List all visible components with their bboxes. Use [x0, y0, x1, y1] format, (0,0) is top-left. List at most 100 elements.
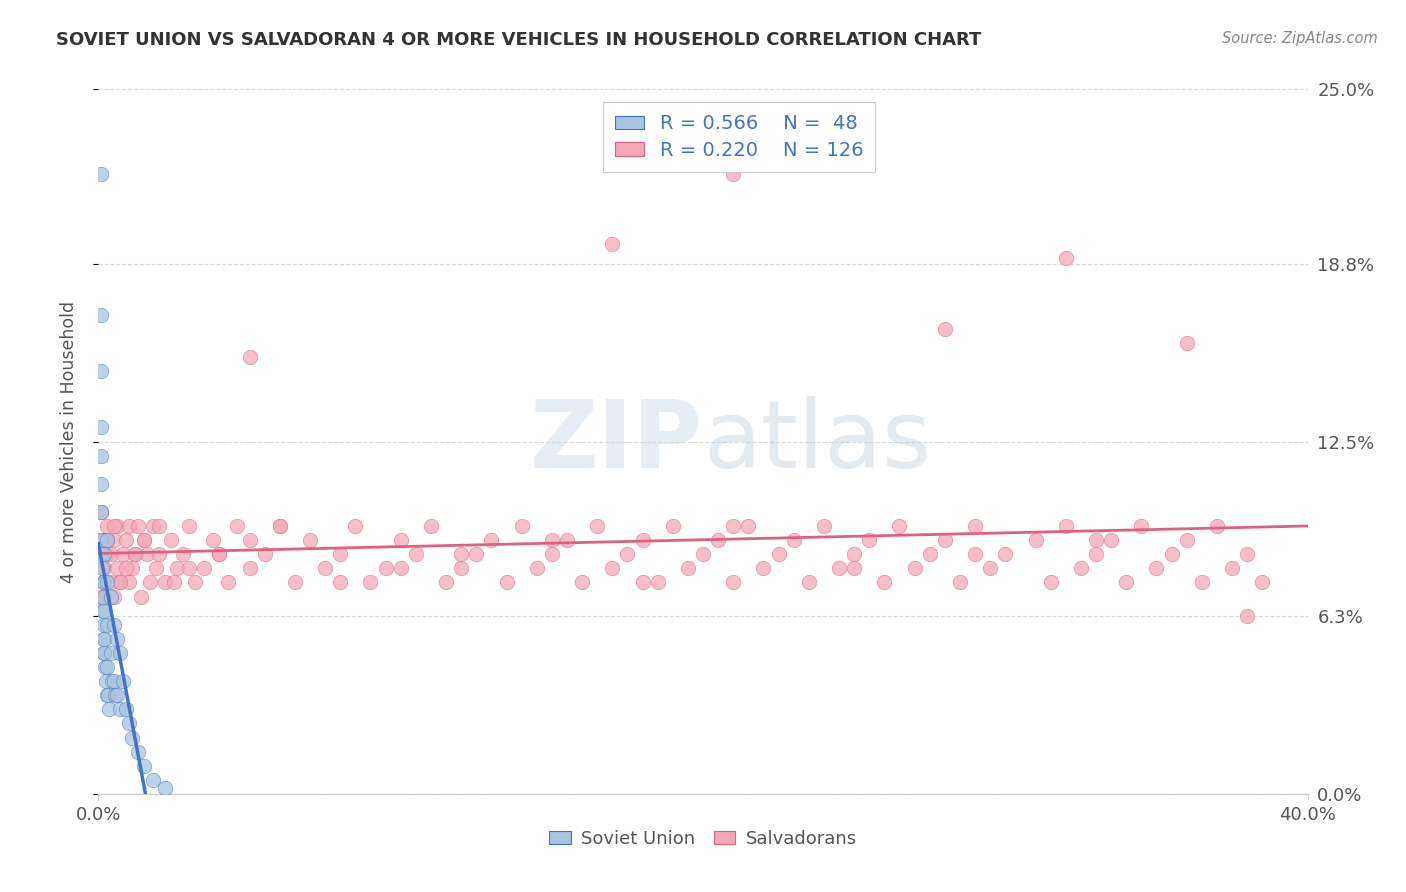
Point [90, 308, 112, 322]
Point [1175, 533, 1198, 548]
Point [344, 519, 367, 533]
Point [118, 519, 141, 533]
Point [844, 547, 866, 561]
Point [142, 519, 165, 533]
Point [93, 632, 115, 646]
Point [389, 561, 412, 575]
Point [737, 519, 759, 533]
Point [103, 674, 125, 689]
Point [96, 660, 118, 674]
Point [1085, 547, 1108, 561]
Point [965, 547, 987, 561]
Point [96, 575, 118, 590]
Point [1099, 533, 1122, 548]
Point [91, 575, 114, 590]
Point [118, 575, 141, 590]
Point [723, 167, 745, 181]
Point [616, 547, 638, 561]
Point [586, 519, 609, 533]
Point [105, 632, 128, 646]
Point [108, 575, 131, 590]
Point [90, 505, 112, 519]
Point [132, 533, 155, 548]
Point [692, 547, 714, 561]
Point [602, 561, 624, 575]
Point [127, 745, 149, 759]
Point [389, 533, 412, 548]
Point [1070, 561, 1092, 575]
Point [94, 660, 117, 674]
Y-axis label: 4 or more Vehicles in Household: 4 or more Vehicles in Household [59, 301, 77, 582]
Point [91, 604, 114, 618]
Point [91, 590, 114, 604]
Point [889, 519, 911, 533]
Point [873, 575, 896, 590]
Point [934, 322, 956, 336]
Point [93, 646, 115, 660]
Point [299, 533, 322, 548]
Point [148, 519, 170, 533]
Point [329, 547, 352, 561]
Point [193, 561, 215, 575]
Point [934, 533, 956, 548]
Point [166, 561, 188, 575]
Point [239, 561, 262, 575]
Point [1024, 533, 1046, 548]
Point [707, 533, 730, 548]
Point [269, 519, 291, 533]
Point [129, 590, 152, 604]
Point [676, 561, 699, 575]
Point [1236, 609, 1258, 624]
Point [510, 519, 533, 533]
Point [90, 476, 112, 491]
Point [631, 533, 654, 548]
Point [979, 561, 1001, 575]
Point [153, 575, 176, 590]
Point [1251, 575, 1274, 590]
Point [124, 547, 146, 561]
Point [918, 547, 941, 561]
Text: SOVIET UNION VS SALVADORAN 4 OR MORE VEHICLES IN HOUSEHOLD CORRELATION CHART: SOVIET UNION VS SALVADORAN 4 OR MORE VEH… [56, 31, 981, 49]
Point [1130, 519, 1153, 533]
Point [1175, 335, 1198, 350]
Point [114, 702, 136, 716]
Point [1039, 575, 1062, 590]
Point [1054, 519, 1077, 533]
Point [1115, 575, 1137, 590]
Point [797, 575, 820, 590]
Point [374, 561, 396, 575]
Point [90, 590, 112, 604]
Point [1206, 519, 1229, 533]
Point [100, 646, 122, 660]
Point [93, 617, 115, 632]
Point [145, 561, 167, 575]
Point [132, 758, 155, 772]
Point [329, 575, 352, 590]
Point [314, 561, 336, 575]
Point [723, 575, 745, 590]
Point [239, 533, 262, 548]
Text: Source: ZipAtlas.com: Source: ZipAtlas.com [1222, 31, 1378, 46]
Point [132, 533, 155, 548]
Point [269, 519, 291, 533]
Point [1085, 533, 1108, 548]
Point [93, 590, 115, 604]
Point [100, 590, 122, 604]
Point [858, 533, 880, 548]
Point [828, 561, 851, 575]
Point [360, 575, 382, 590]
Point [96, 547, 118, 561]
Point [111, 547, 134, 561]
Point [90, 505, 112, 519]
Point [103, 533, 125, 548]
Point [661, 519, 683, 533]
Point [179, 561, 201, 575]
Point [91, 561, 114, 575]
Point [813, 519, 835, 533]
Point [121, 561, 143, 575]
Point [647, 575, 669, 590]
Legend: Soviet Union, Salvadorans: Soviet Union, Salvadorans [541, 823, 865, 855]
Point [172, 547, 194, 561]
Point [103, 519, 125, 533]
Point [93, 604, 115, 618]
